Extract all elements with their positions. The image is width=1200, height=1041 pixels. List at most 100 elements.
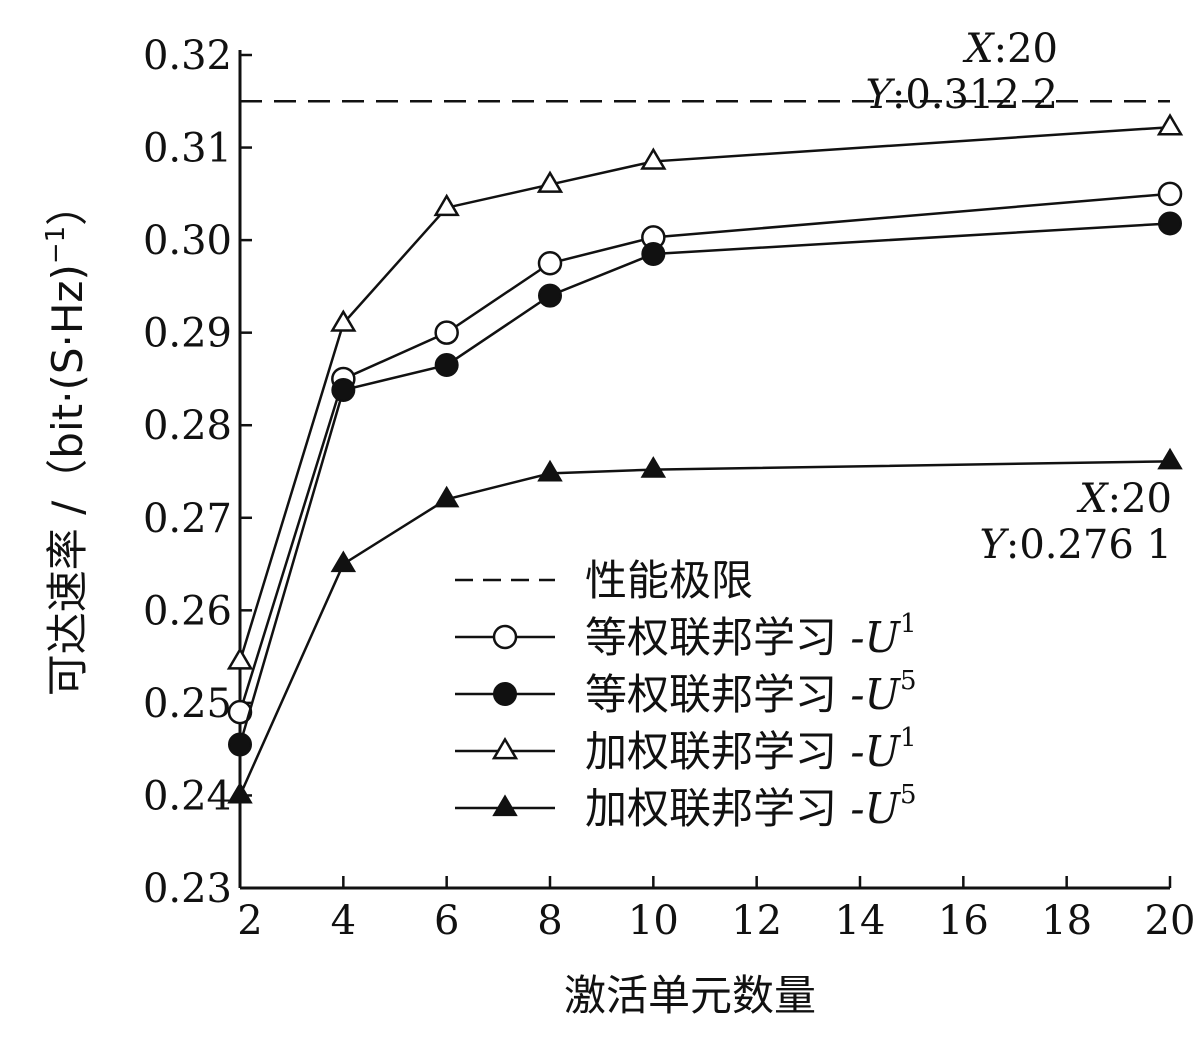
x-axis-title: 激活单元数量 (564, 971, 816, 1020)
marker-filled-circle (434, 353, 459, 378)
legend-label-main: 等权联邦学习 (585, 613, 850, 662)
y-tick-label: 0.24 (143, 773, 232, 819)
marker-filled-triangle (640, 456, 667, 478)
annotation-y-text: Y:0.312 2 (865, 72, 1058, 118)
marker-filled-triangle (227, 781, 253, 804)
legend-label: 加权联邦学习 -U5 (585, 780, 917, 833)
marker-filled-circle (641, 241, 666, 266)
annotation-y-text: Y:0.276 1 (979, 522, 1172, 568)
annotation-x-value: :20 (1108, 476, 1172, 522)
annotations-group: X:20Y:0.312 2X:20Y:0.276 1 (865, 26, 1172, 568)
y-axis-title-close: ） (43, 184, 92, 226)
series-line (238, 125, 1171, 662)
marker-filled-circle (493, 682, 517, 706)
legend-label-suffix: -U (850, 613, 901, 662)
annotation-x-text: X:20 (962, 26, 1058, 72)
annotation-x-value: :20 (994, 26, 1058, 72)
legend-item-3: 等权联邦学习 -U5 (455, 666, 917, 719)
x-tick-label: 16 (938, 898, 989, 944)
legend-item-4: 加权联邦学习 -U1 (455, 723, 917, 776)
y-tick-label: 0.30 (143, 218, 232, 264)
legend-label-suffix: -U (850, 784, 901, 833)
legend-label-suffix: -U (850, 727, 901, 776)
series-group (226, 113, 1184, 804)
annotation-x-prefix: X (962, 26, 995, 72)
legend-label-superscript: 1 (900, 723, 917, 753)
legend-label: 性能极限 (585, 556, 753, 605)
legend-item-2: 等权联邦学习 -U1 (455, 609, 917, 662)
y-tick-label: 0.27 (143, 496, 232, 542)
marker-open-circle (434, 320, 459, 345)
y-axis-title: 可达速率 /（bit·(S·Hz)−1） (41, 184, 92, 696)
annotation-y-value: :0.276 1 (1006, 522, 1172, 568)
y-axis-title-main: 可达速率 /（bit·(S·Hz) (43, 264, 92, 696)
x-tick-label: 6 (434, 898, 459, 944)
series-2 (228, 211, 1182, 757)
marker-filled-circle (228, 732, 252, 757)
marker-open-circle (492, 624, 518, 650)
x-tick-label: 18 (1041, 898, 1092, 944)
legend-item-5: 加权联邦学习 -U5 (455, 780, 917, 833)
x-tick-label: 20 (1145, 898, 1196, 944)
series-3 (226, 113, 1184, 670)
y-tick-label: 0.26 (143, 588, 232, 634)
y-tick-label: 0.32 (143, 33, 232, 79)
annotation-1: X:20Y:0.312 2 (865, 26, 1058, 118)
legend-item-1: 性能极限 (455, 556, 753, 605)
annotation-x-text: X:20 (1076, 476, 1172, 522)
legend-label: 等权联邦学习 -U5 (585, 666, 917, 719)
marker-open-triangle (1156, 113, 1184, 136)
x-tick-label: 8 (537, 898, 562, 944)
annotation-y-prefix: Y (979, 522, 1009, 568)
series-line (238, 192, 1171, 713)
y-axis-title-superscript: −1 (41, 226, 71, 264)
legend-label-superscript: 5 (900, 666, 917, 696)
legend-label-main: 等权联邦学习 (585, 670, 850, 719)
x-tick-label: 14 (835, 898, 886, 944)
marker-filled-circle (538, 283, 562, 308)
y-tick-label: 0.31 (143, 126, 232, 172)
y-tick-label: 0.23 (143, 866, 232, 912)
marker-open-circle (227, 699, 253, 725)
x-tick-label: 12 (731, 898, 782, 944)
legend-label-main: 加权联邦学习 (585, 784, 850, 833)
marker-filled-circle (1158, 211, 1182, 236)
marker-open-circle (1157, 181, 1183, 207)
series-line (238, 460, 1171, 796)
legend-label-main: 加权联邦学习 (585, 727, 850, 776)
y-tick-label: 0.29 (143, 311, 232, 357)
annotation-x-prefix: X (1076, 476, 1109, 522)
legend-label-superscript: 1 (900, 609, 917, 639)
annotation-y-prefix: Y (865, 72, 895, 118)
marker-open-triangle (330, 309, 357, 332)
marker-filled-triangle (537, 459, 563, 482)
axis-titles: 激活单元数量 可达速率 /（bit·(S·Hz)−1） (41, 184, 816, 1020)
marker-open-triangle (536, 170, 564, 193)
legend-label-superscript: 5 (900, 780, 917, 810)
marker-open-triangle (433, 193, 460, 217)
series-line (238, 222, 1171, 745)
marker-filled-triangle (1157, 447, 1183, 470)
marker-filled-circle (331, 378, 356, 403)
x-tick-label: 2 (237, 898, 262, 944)
legend-label: 加权联邦学习 -U1 (585, 723, 917, 776)
series-4 (227, 447, 1183, 804)
marker-open-triangle (640, 147, 667, 170)
marker-open-circle (537, 251, 563, 276)
x-tick-label: 4 (331, 898, 356, 944)
ticks: 0.23 0.24 0.25 0.26 0.27 0.28 0.29 0.30 0.31 0.32… (143, 33, 1196, 944)
annotation-y-value: :0.312 2 (892, 72, 1058, 118)
y-tick-label: 0.28 (143, 403, 232, 449)
marker-filled-triangle (433, 485, 460, 508)
legend-label: 等权联邦学习 -U1 (585, 609, 917, 662)
y-tick-label: 0.25 (143, 681, 232, 727)
marker-open-triangle (491, 736, 519, 760)
marker-open-triangle (226, 647, 254, 670)
marker-filled-triangle (492, 794, 518, 817)
x-tick-label: 10 (628, 898, 679, 944)
marker-filled-triangle (330, 550, 357, 573)
legend-label-suffix: -U (850, 670, 901, 719)
annotation-2: X:20Y:0.276 1 (979, 476, 1172, 568)
